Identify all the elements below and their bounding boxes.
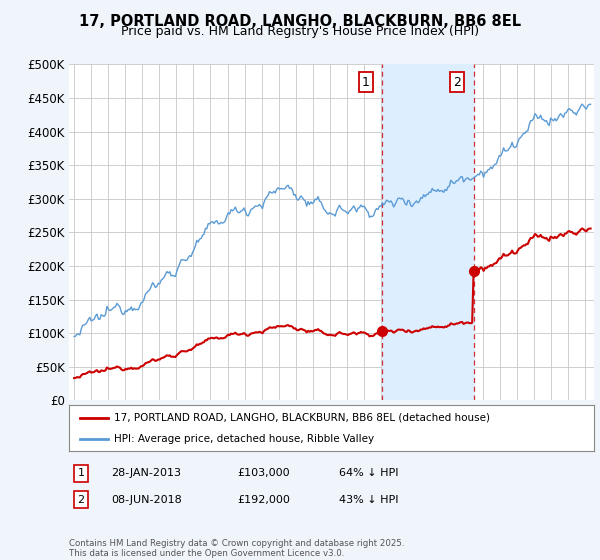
Bar [382,64,473,400]
Text: £103,000: £103,000 [237,468,290,478]
Text: Price paid vs. HM Land Registry's House Price Index (HPI): Price paid vs. HM Land Registry's House … [121,25,479,38]
Text: 28-JAN-2013: 28-JAN-2013 [111,468,181,478]
Text: HPI: Average price, detached house, Ribble Valley: HPI: Average price, detached house, Ribb… [113,435,374,444]
Text: 64% ↓ HPI: 64% ↓ HPI [339,468,398,478]
Text: 1: 1 [77,468,85,478]
Text: 2: 2 [453,76,461,88]
Text: 08-JUN-2018: 08-JUN-2018 [111,494,182,505]
Text: 1: 1 [362,76,370,88]
Text: 43% ↓ HPI: 43% ↓ HPI [339,494,398,505]
Text: 17, PORTLAND ROAD, LANGHO, BLACKBURN, BB6 8EL: 17, PORTLAND ROAD, LANGHO, BLACKBURN, BB… [79,14,521,29]
Text: 17, PORTLAND ROAD, LANGHO, BLACKBURN, BB6 8EL (detached house): 17, PORTLAND ROAD, LANGHO, BLACKBURN, BB… [113,413,490,423]
Text: Contains HM Land Registry data © Crown copyright and database right 2025.
This d: Contains HM Land Registry data © Crown c… [69,539,404,558]
Text: £192,000: £192,000 [237,494,290,505]
Text: 2: 2 [77,494,85,505]
